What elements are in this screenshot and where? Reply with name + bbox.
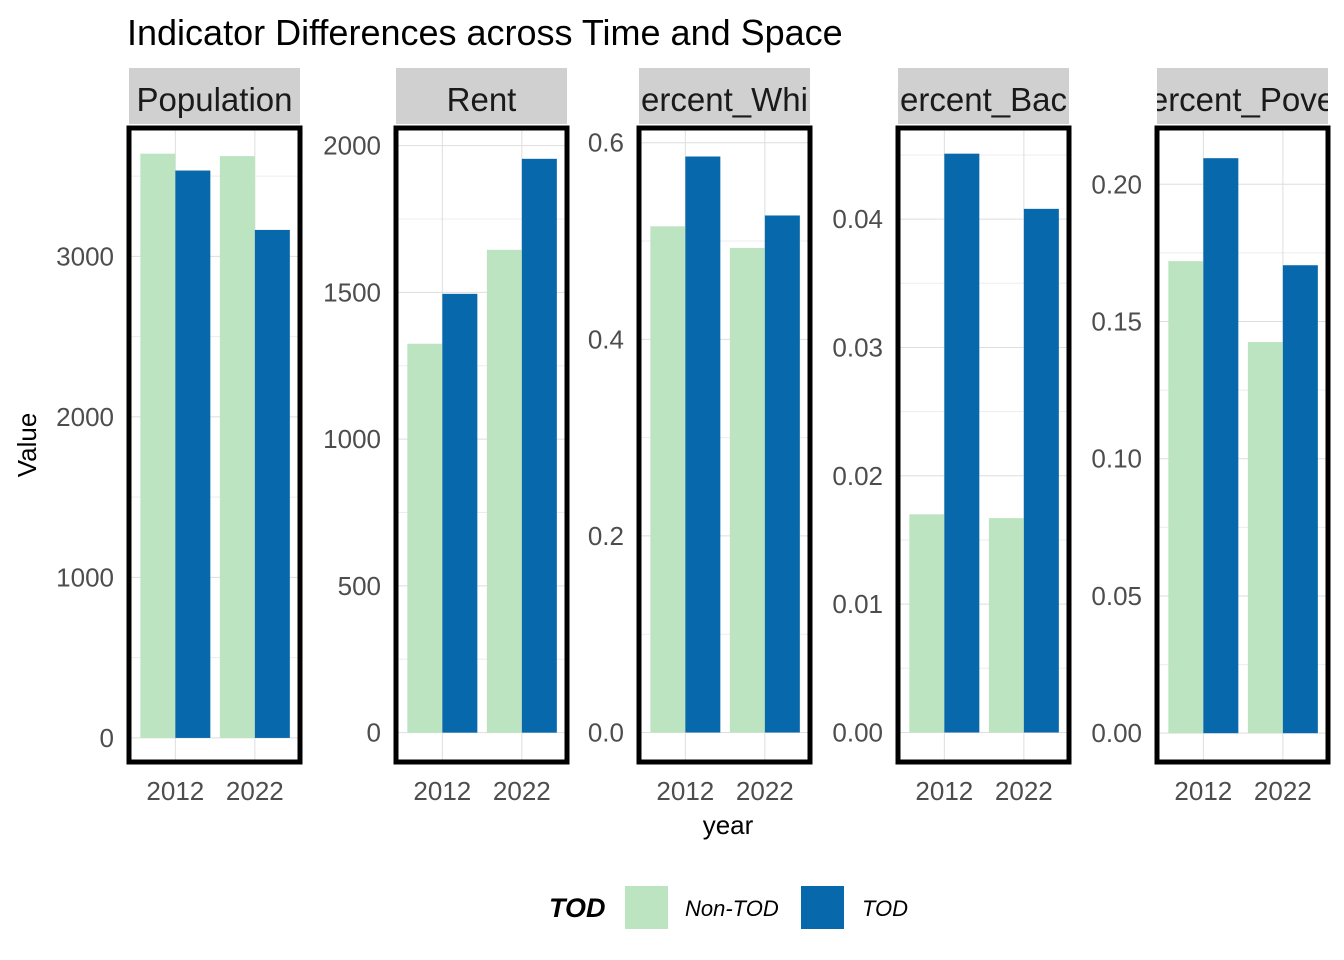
facet-strip <box>1157 68 1328 124</box>
bar-tod-2022 <box>764 215 800 733</box>
panel-border <box>393 125 570 765</box>
bar-non-tod-2022 <box>729 247 765 733</box>
facet-strip <box>129 68 300 124</box>
y-tick-label: 0 <box>100 723 114 753</box>
bar-tod-2012 <box>442 293 478 733</box>
y-tick-label: 0.00 <box>1091 718 1142 748</box>
bar-non-tod-2022 <box>988 518 1024 733</box>
bar-tod-2012 <box>685 156 721 733</box>
facet-strip-label: ercent_Bac <box>900 81 1067 118</box>
chart-title: Indicator Differences across Time and Sp… <box>127 12 843 53</box>
y-tick-label: 1000 <box>323 424 381 454</box>
legend-label: Non-TOD <box>685 896 779 921</box>
bar-non-tod-2022 <box>219 156 255 738</box>
facet-strip <box>639 68 810 124</box>
y-tick-label: 1500 <box>323 277 381 307</box>
y-tick-label: 0.02 <box>832 461 883 491</box>
bar-non-tod-2012 <box>650 226 686 733</box>
facet-panel: Rent 0 500 1000 1500 2000 2012 2022 <box>323 68 570 806</box>
panel-border <box>895 125 1072 765</box>
facet-strip-label: ercent_Whi <box>641 81 808 118</box>
legend-key-tod <box>801 886 844 929</box>
facet-panel: ercent_Pove 0.00 0.05 0.10 0.15 0.20 2012 2022 <box>1091 68 1335 806</box>
y-tick-label: 0.4 <box>588 324 624 354</box>
legend-key-non-tod <box>625 886 668 929</box>
y-tick-label: 500 <box>338 571 381 601</box>
y-tick-label: 0.6 <box>588 128 624 158</box>
x-tick-label: 2012 <box>146 776 204 806</box>
y-tick-label: 0.01 <box>832 589 883 619</box>
y-tick-label: 0.20 <box>1091 169 1142 199</box>
chart-panels: Population 0 1000 2000 3000 2012 2022 Rent 0 500 1… <box>56 68 1335 806</box>
panel-border <box>1154 125 1331 765</box>
y-tick-label: 0.10 <box>1091 444 1142 474</box>
panel-border <box>126 125 303 765</box>
facet-panel: ercent_Bac 0.00 0.01 0.02 0.03 0.04 2012 2022 <box>832 68 1072 806</box>
y-tick-label: 0.15 <box>1091 306 1142 336</box>
legend: TOD Non-TOD TOD <box>549 886 908 929</box>
facet-panel: ercent_Whi 0.0 0.2 0.4 0.6 2012 2022 <box>588 68 813 806</box>
bar-tod-2012 <box>1203 158 1239 734</box>
x-tick-label: 2012 <box>413 776 471 806</box>
x-tick-label: 2012 <box>1174 776 1232 806</box>
x-tick-label: 2012 <box>915 776 973 806</box>
bar-non-tod-2012 <box>1168 261 1204 734</box>
y-tick-label: 2000 <box>56 402 114 432</box>
bar-non-tod-2022 <box>486 249 522 733</box>
y-tick-label: 0.0 <box>588 718 624 748</box>
x-axis-title: year <box>703 810 754 840</box>
bar-tod-2022 <box>254 229 290 738</box>
bar-tod-2022 <box>521 158 557 733</box>
y-tick-label: 0.04 <box>832 204 883 234</box>
bar-non-tod-2022 <box>1247 342 1283 734</box>
legend-label: TOD <box>862 896 908 921</box>
legend-title: TOD <box>549 893 606 923</box>
bar-tod-2022 <box>1023 208 1059 733</box>
x-tick-label: 2012 <box>656 776 714 806</box>
facet-panel: Population 0 1000 2000 3000 2012 2022 <box>56 68 303 806</box>
bar-non-tod-2012 <box>909 514 945 733</box>
y-tick-label: 0.03 <box>832 332 883 362</box>
y-tick-label: 0 <box>367 718 381 748</box>
facet-strip-label: ercent_Pove <box>1150 81 1335 118</box>
y-axis-title: Value <box>12 413 42 478</box>
facet-strip-label: Rent <box>447 81 517 118</box>
bar-tod-2012 <box>175 170 211 738</box>
x-tick-label: 2022 <box>226 776 284 806</box>
x-tick-label: 2022 <box>995 776 1053 806</box>
y-tick-label: 2000 <box>323 131 381 161</box>
bar-non-tod-2012 <box>407 343 443 733</box>
facet-strip <box>898 68 1069 124</box>
y-tick-label: 0.2 <box>588 521 624 551</box>
x-tick-label: 2022 <box>493 776 551 806</box>
y-tick-label: 3000 <box>56 241 114 271</box>
bar-tod-2022 <box>1282 265 1318 734</box>
y-tick-label: 0.05 <box>1091 581 1142 611</box>
x-tick-label: 2022 <box>736 776 794 806</box>
facet-strip <box>396 68 567 124</box>
y-tick-label: 0.00 <box>832 717 883 747</box>
y-tick-label: 1000 <box>56 562 114 592</box>
bar-non-tod-2012 <box>140 153 176 738</box>
x-tick-label: 2022 <box>1254 776 1312 806</box>
facet-strip-label: Population <box>137 81 293 118</box>
panel-border <box>636 125 813 765</box>
bar-tod-2012 <box>944 153 980 733</box>
